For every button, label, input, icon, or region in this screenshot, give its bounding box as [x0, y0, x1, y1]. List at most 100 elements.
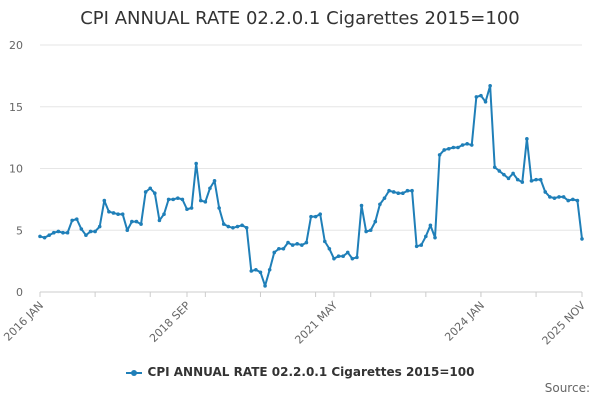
data-point[interactable] [38, 234, 42, 239]
data-point[interactable] [111, 211, 116, 215]
data-point[interactable] [456, 145, 460, 150]
data-point[interactable] [198, 198, 203, 203]
data-point[interactable] [93, 229, 97, 234]
data-point[interactable] [134, 219, 139, 224]
data-point[interactable] [157, 218, 162, 223]
data-point[interactable] [575, 198, 580, 203]
data-point[interactable] [529, 179, 534, 183]
data-point[interactable] [153, 191, 157, 195]
data-point[interactable] [373, 219, 378, 224]
data-point[interactable] [368, 228, 373, 233]
data-point[interactable] [212, 179, 217, 183]
data-point[interactable] [355, 255, 359, 260]
data-point[interactable] [79, 227, 84, 231]
data-point[interactable] [557, 195, 561, 199]
data-point[interactable] [166, 197, 171, 202]
data-point[interactable] [502, 172, 506, 177]
data-point[interactable] [483, 100, 488, 104]
data-point[interactable] [322, 239, 327, 244]
data-point[interactable] [313, 214, 318, 219]
data-point[interactable] [387, 188, 391, 193]
data-point[interactable] [474, 95, 479, 99]
data-point[interactable] [414, 244, 419, 249]
data-point[interactable] [221, 222, 226, 226]
data-point[interactable] [290, 243, 295, 247]
data-point[interactable] [345, 250, 350, 255]
data-point[interactable] [378, 202, 382, 207]
data-point[interactable] [295, 242, 300, 246]
data-point[interactable] [451, 145, 456, 150]
data-point[interactable] [341, 254, 345, 258]
data-point[interactable] [88, 229, 93, 234]
data-point[interactable] [571, 197, 575, 202]
data-point[interactable] [447, 146, 451, 151]
data-point[interactable] [180, 197, 185, 202]
data-point[interactable] [309, 214, 313, 219]
data-point[interactable] [350, 256, 355, 261]
data-point[interactable] [267, 267, 272, 272]
data-point[interactable] [235, 224, 240, 229]
data-point[interactable] [208, 186, 212, 191]
data-point[interactable] [442, 148, 447, 152]
data-point[interactable] [189, 206, 194, 210]
data-point[interactable] [120, 212, 125, 216]
data-point[interactable] [263, 284, 267, 288]
data-point[interactable] [511, 171, 515, 176]
data-point[interactable] [580, 237, 584, 241]
data-point[interactable] [332, 256, 336, 261]
data-point[interactable] [469, 143, 474, 147]
data-point[interactable] [244, 225, 249, 230]
data-point[interactable] [217, 206, 221, 210]
data-point[interactable] [148, 186, 153, 191]
data-point[interactable] [479, 93, 483, 98]
data-point[interactable] [143, 190, 148, 194]
data-point[interactable] [300, 243, 304, 247]
data-point[interactable] [102, 198, 107, 203]
data-point[interactable] [327, 246, 332, 251]
data-point[interactable] [318, 212, 322, 216]
data-point[interactable] [401, 191, 405, 195]
data-point[interactable] [286, 240, 290, 245]
data-point[interactable] [231, 225, 235, 230]
data-point[interactable] [277, 246, 281, 251]
data-point[interactable] [396, 191, 401, 195]
data-point[interactable] [391, 190, 396, 194]
data-point[interactable] [359, 203, 364, 208]
data-point[interactable] [56, 229, 61, 234]
data-point[interactable] [162, 212, 166, 216]
data-point[interactable] [561, 195, 566, 199]
data-point[interactable] [70, 218, 74, 223]
data-point[interactable] [203, 200, 208, 204]
data-point[interactable] [281, 246, 286, 251]
data-point[interactable] [405, 188, 410, 193]
data-point[interactable] [419, 243, 424, 247]
data-point[interactable] [171, 197, 175, 202]
data-point[interactable] [382, 196, 387, 200]
data-point[interactable] [125, 228, 130, 233]
data-point[interactable] [97, 224, 102, 229]
data-point[interactable] [51, 230, 56, 235]
data-point[interactable] [139, 222, 143, 226]
data-point[interactable] [176, 196, 180, 200]
data-point[interactable] [240, 223, 244, 228]
data-point[interactable] [460, 143, 465, 147]
data-point[interactable] [74, 217, 79, 221]
data-point[interactable] [364, 229, 368, 234]
data-point[interactable] [107, 209, 111, 214]
data-point[interactable] [566, 198, 571, 203]
data-point[interactable] [258, 270, 263, 275]
legend[interactable]: CPI ANNUAL RATE 02.2.0.1 Cigarettes 2015… [0, 365, 600, 379]
data-point[interactable] [130, 219, 134, 224]
data-point[interactable] [465, 142, 469, 146]
data-point[interactable] [538, 177, 543, 182]
data-point[interactable] [433, 235, 437, 240]
data-point[interactable] [534, 177, 538, 182]
data-point[interactable] [424, 234, 428, 239]
data-point[interactable] [525, 137, 529, 141]
data-point[interactable] [515, 177, 520, 182]
data-point[interactable] [428, 223, 433, 228]
data-point[interactable] [543, 190, 548, 194]
data-point[interactable] [194, 161, 198, 166]
data-point[interactable] [84, 233, 88, 237]
data-point[interactable] [226, 224, 231, 229]
